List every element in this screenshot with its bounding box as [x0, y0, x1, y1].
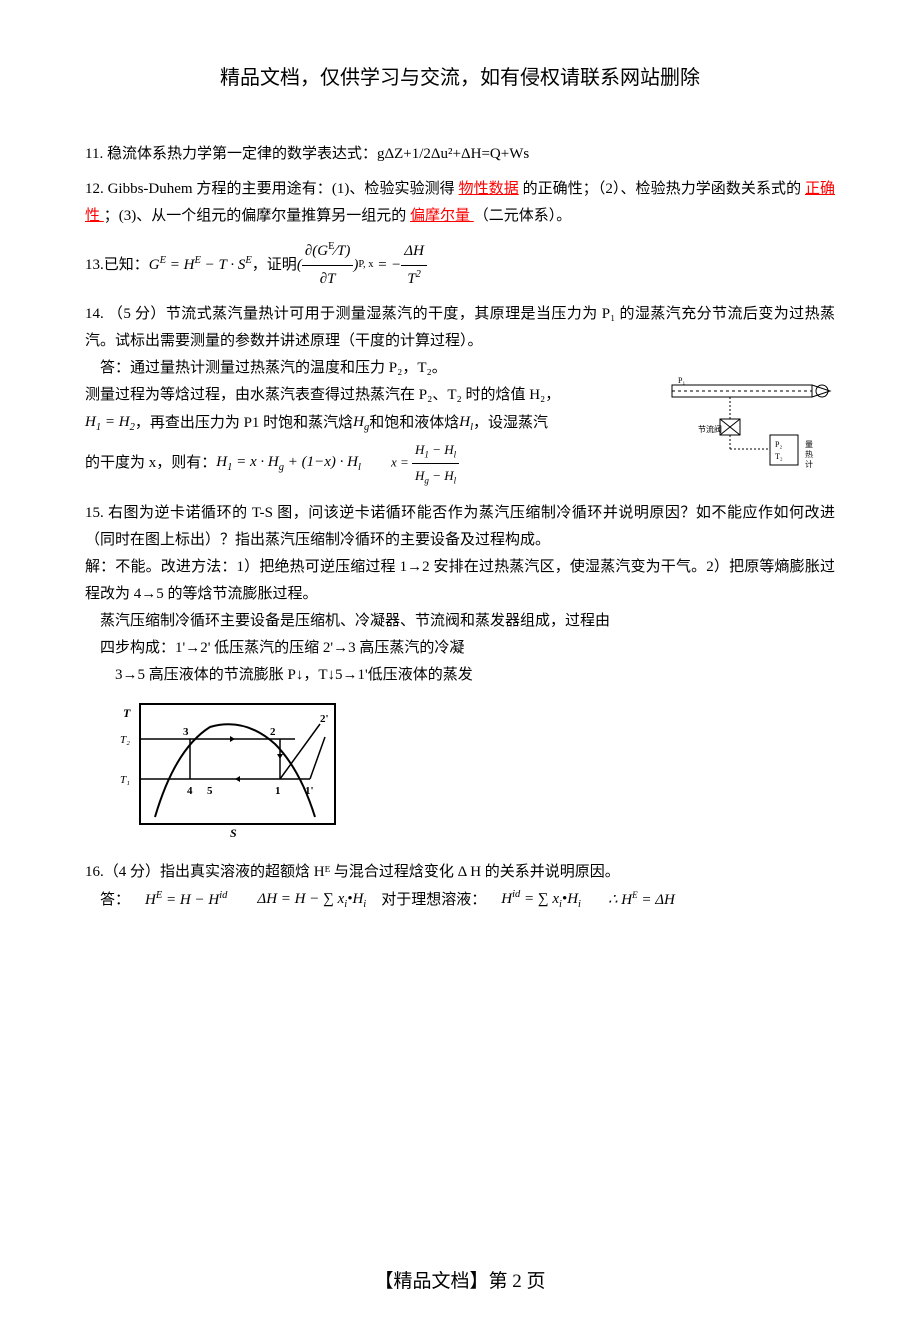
q14-h1h2: H1 = H2	[85, 409, 135, 438]
q16-f3: Hid = ∑ xi•Hi	[486, 886, 581, 915]
ts-T2-label: T₂	[120, 734, 130, 746]
q14-ans3-end: ，设湿蒸汽	[473, 410, 548, 437]
ts-diagram-icon: T T₂ T₁ S 3 2 2' 4 5 1 1'	[115, 699, 345, 839]
q15-ans2: 蒸汽压缩制冷循环主要设备是压缩机、冷凝器、节流阀和蒸发器组成，过程由	[85, 608, 835, 635]
q15-ans1: 解：不能。改进方法：1）把绝热可逆压缩过程 1→2 安排在过热蒸汽区，使湿蒸汽变…	[85, 554, 835, 608]
header-text: 精品文档，仅供学习与交流，如有侵权请联系网站删除	[220, 67, 700, 89]
q12-mid2: ；(3)、从一个组元的偏摩尔量推算另一组元的	[104, 208, 410, 224]
q14-text1: （5 分）节流式蒸汽量热计可用于测量湿蒸汽的干度，其原理是当压力为 P₁ 的湿蒸…	[85, 306, 835, 349]
q15-ans3: 四步构成：1'→2' 低压蒸汽的压缩 2'→3 高压蒸汽的冷凝	[85, 635, 835, 662]
q14-formula-main: H1 = x · Hg + (1−x) · Hl	[216, 449, 361, 478]
q16-f1: HE = H − Hid	[130, 887, 227, 914]
q14-ans4-prefix: 的干度为 x，则有：	[85, 450, 216, 477]
question-15: 15. 右图为逆卡诺循环的 T-S 图，问该逆卡诺循环能否作为蒸汽压缩制冷循环并…	[85, 500, 835, 849]
q16-answer: 答： HE = H − Hid ΔH = H − ∑ xi•Hi 对于理想溶液：…	[85, 886, 835, 915]
q14-ans3-mid2: 和饱和液体焓	[369, 410, 459, 437]
q11-text: 稳流体系热力学第一定律的数学表达式：gΔZ+1/2Δu²+ΔH=Q+Ws	[107, 146, 529, 162]
q16-label: 16.	[85, 864, 104, 880]
diagram-p2-label: P₂	[775, 440, 782, 449]
diagram-p1-label: P₁	[678, 377, 685, 385]
ts-T-label: T	[123, 706, 131, 720]
question-14: 14. （5 分）节流式蒸汽量热计可用于测量湿蒸汽的干度，其原理是当压力为 P₁…	[85, 301, 835, 492]
q14-x-formula: x = H1 − HlHg − Hl	[391, 438, 459, 489]
q14-hl: Hl	[459, 409, 473, 438]
q12-label: 12.	[85, 181, 108, 197]
q14-ans3-mid: ，再查出压力为 P1 时饱和蒸汽焓	[135, 410, 353, 437]
q13-label: 13.	[85, 252, 104, 279]
svg-text:计: 计	[805, 459, 813, 469]
q12-blank3: 偏摩尔量	[410, 208, 474, 224]
svg-text:热: 热	[805, 449, 813, 459]
q14-label: 14.	[85, 306, 108, 322]
q15-ts-diagram: T T₂ T₁ S 3 2 2' 4 5 1 1'	[115, 699, 835, 849]
question-12: 12. Gibbs-Duhem 方程的主要用途有：(1)、检验实验测得 物性数据…	[85, 176, 835, 230]
ts-T1-label: T₁	[120, 774, 130, 786]
question-11: 11. 稳流体系热力学第一定律的数学表达式：gΔZ+1/2Δu²+ΔH=Q+Ws	[85, 141, 835, 168]
diagram-valve-label: 节流阀	[698, 424, 722, 434]
page-footer: 【精品文档】第 2 页	[85, 1265, 835, 1299]
footer-text: 【精品文档】第 2 页	[374, 1271, 545, 1292]
ts-S-label: S	[230, 826, 237, 839]
ts-p4: 4	[187, 785, 193, 797]
q12-suffix: （二元体系）。	[474, 208, 572, 224]
q14-ans4: 的干度为 x，则有： H1 = x · Hg + (1−x) · Hl x = …	[85, 438, 660, 489]
q13-prefix: 已知：	[104, 252, 149, 279]
q16-mid: 对于理想溶液：	[366, 887, 486, 914]
q11-label: 11.	[85, 146, 107, 162]
q14-ans3: H1 = H2 ，再查出压力为 P1 时饱和蒸汽焓 Hg 和饱和液体焓 Hl ，…	[85, 409, 660, 438]
page-header: 精品文档，仅供学习与交流，如有侵权请联系网站删除	[85, 60, 835, 96]
diagram-cal-label: 量	[805, 440, 813, 449]
ts-p3: 3	[183, 726, 189, 738]
q13-formula-ge: GE = HE − T · SE	[149, 252, 252, 279]
q12-prefix: Gibbs-Duhem 方程的主要用途有：(1)、检验实验测得	[108, 181, 459, 197]
q16-text1: （4 分）指出真实溶液的超额焓 Hᴱ 与混合过程焓变化 Δ H 的关系并说明原因…	[104, 864, 620, 880]
q13-deriv: (∂(GE⁄T)∂T)P, x = −ΔHT2	[297, 238, 427, 293]
q13-comma: ，证明	[252, 252, 297, 279]
ts-p2p: 2'	[320, 713, 329, 725]
q15-text1: 右图为逆卡诺循环的 T-S 图，问该逆卡诺循环能否作为蒸汽压缩制冷循环并说明原因…	[85, 505, 835, 548]
q16-ans-prefix: 答：	[85, 887, 130, 914]
ts-p1: 1	[275, 785, 281, 797]
diagram-t2-label: T₂	[775, 452, 783, 461]
q16-f4: ∴ HE = ΔH	[593, 887, 675, 914]
q15-ans4: 3→5 高压液体的节流膨胀 P↓，T↓5→1'低压液体的蒸发	[85, 662, 835, 689]
question-13: 13. 已知： GE = HE − T · SE ，证明 (∂(GE⁄T)∂T)…	[85, 238, 835, 293]
q16-f2: ΔH = H − ∑ xi•Hi	[242, 886, 366, 915]
ts-p1p: 1'	[305, 785, 314, 797]
q14-throttle-diagram: P₁ 节流阀 P₂ T₂ 量 热 计	[670, 377, 835, 492]
ts-p2: 2	[270, 726, 276, 738]
throttle-calorimeter-icon: P₁ 节流阀 P₂ T₂ 量 热 计	[670, 377, 835, 482]
q14-hg: Hg	[353, 409, 369, 438]
q12-mid1: 的正确性；（2）、检验热力学函数关系式的	[519, 181, 805, 197]
question-16: 16.（4 分）指出真实溶液的超额焓 Hᴱ 与混合过程焓变化 Δ H 的关系并说…	[85, 859, 835, 915]
ts-p5: 5	[207, 785, 213, 797]
q15-label: 15.	[85, 505, 108, 521]
q12-blank1: 物性数据	[459, 181, 519, 197]
